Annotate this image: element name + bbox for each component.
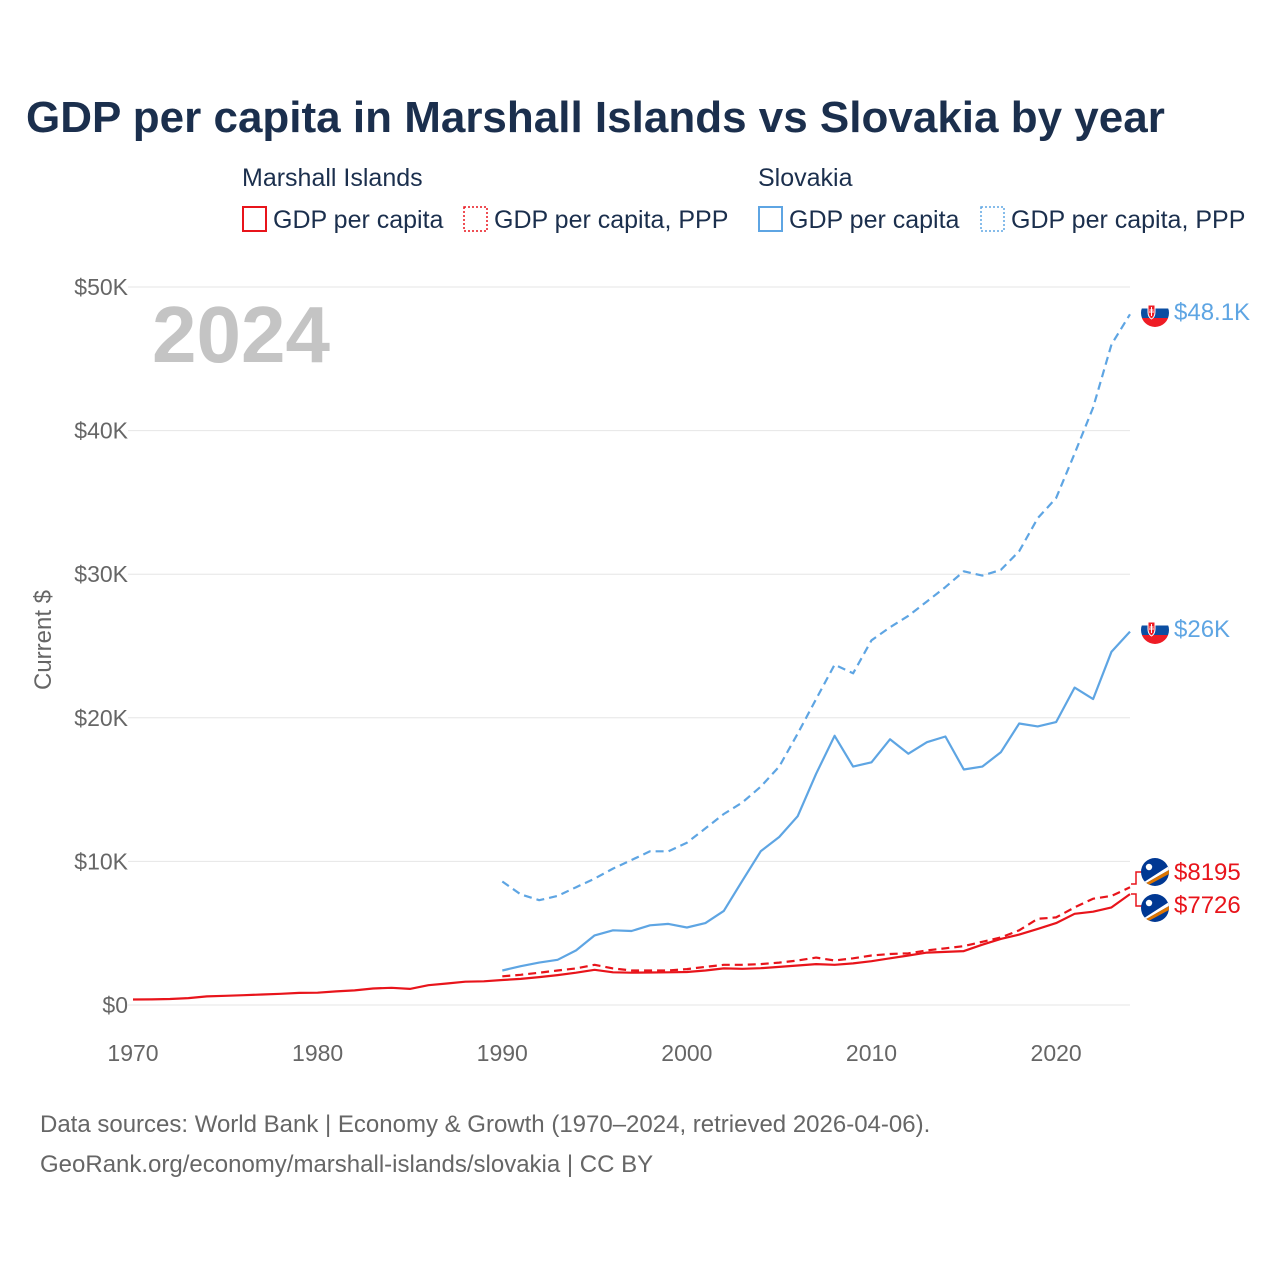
- x-tick-label: 2000: [661, 1040, 712, 1066]
- chart-title: GDP per capita in Marshall Islands vs Sl…: [26, 93, 1165, 142]
- legend-swatch-slovakia-ppp[interactable]: [980, 206, 1005, 232]
- legend-label-slovakia-ppp[interactable]: GDP per capita, PPP: [1011, 206, 1245, 234]
- x-tick-label: 1990: [477, 1040, 528, 1066]
- slovakia-flag-icon: [1141, 299, 1169, 327]
- end-label-slovakia-ppp: $48.1K: [1174, 299, 1250, 326]
- x-axis-ticks: 1970 1980 1990 2000 2010 2020: [107, 1040, 1081, 1066]
- y-axis-ticks: $0 $10K $20K $30K $40K $50K: [74, 274, 128, 1018]
- end-label-marshall-gdp: $7726: [1174, 892, 1241, 919]
- legend-label-marshall-ppp[interactable]: GDP per capita, PPP: [494, 206, 728, 234]
- source-line-1: Data sources: World Bank | Economy & Gro…: [40, 1111, 930, 1138]
- y-tick-label: $50K: [74, 274, 128, 300]
- end-label-marshall-ppp: $8195: [1174, 859, 1241, 886]
- marshall-islands-flag-icon: [1141, 894, 1169, 922]
- legend: Marshall Islands GDP per capita GDP per …: [242, 164, 1245, 234]
- x-tick-label: 1980: [292, 1040, 343, 1066]
- legend-swatch-marshall-gdp[interactable]: [242, 206, 267, 232]
- x-tick-label: 2010: [846, 1040, 897, 1066]
- y-tick-label: $10K: [74, 848, 128, 874]
- marshall-islands-flag-icon: [1141, 858, 1169, 886]
- legend-label-marshall-gdp[interactable]: GDP per capita: [273, 206, 444, 234]
- y-tick-label: $30K: [74, 561, 128, 587]
- x-tick-label: 1970: [107, 1040, 158, 1066]
- legend-label-slovakia-gdp[interactable]: GDP per capita: [789, 206, 960, 234]
- y-axis-label: Current $: [30, 590, 57, 690]
- connector-marshall-ppp: [1131, 871, 1142, 885]
- series-line-marshall-gdp[interactable]: [132, 893, 1131, 1001]
- series-line-marshall-ppp[interactable]: [502, 886, 1131, 978]
- series-line-slovakia-gdp[interactable]: [502, 630, 1131, 972]
- series-line-slovakia-ppp[interactable]: [501, 313, 1131, 902]
- legend-swatch-marshall-ppp[interactable]: [463, 206, 488, 232]
- source-line-2[interactable]: GeoRank.org/economy/marshall-islands/slo…: [40, 1151, 653, 1178]
- legend-group-slovakia: Slovakia: [758, 164, 853, 192]
- legend-swatch-slovakia-gdp[interactable]: [758, 206, 783, 232]
- y-tick-label: $20K: [74, 705, 128, 731]
- marshall-label-connectors: [1131, 871, 1142, 907]
- year-highlight: 2024: [152, 290, 330, 379]
- y-tick-label: $0: [102, 992, 128, 1018]
- y-tick-label: $40K: [74, 418, 128, 444]
- connector-marshall-gdp: [1131, 893, 1142, 907]
- slovakia-flag-icon: [1141, 616, 1169, 644]
- grid: [128, 286, 1130, 1006]
- legend-group-marshall: Marshall Islands: [242, 164, 423, 192]
- end-label-slovakia-gdp: $26K: [1174, 616, 1230, 643]
- x-tick-label: 2020: [1031, 1040, 1082, 1066]
- series: [132, 313, 1131, 1001]
- source-link[interactable]: GeoRank.org/economy/marshall-islands/slo…: [40, 1151, 653, 1178]
